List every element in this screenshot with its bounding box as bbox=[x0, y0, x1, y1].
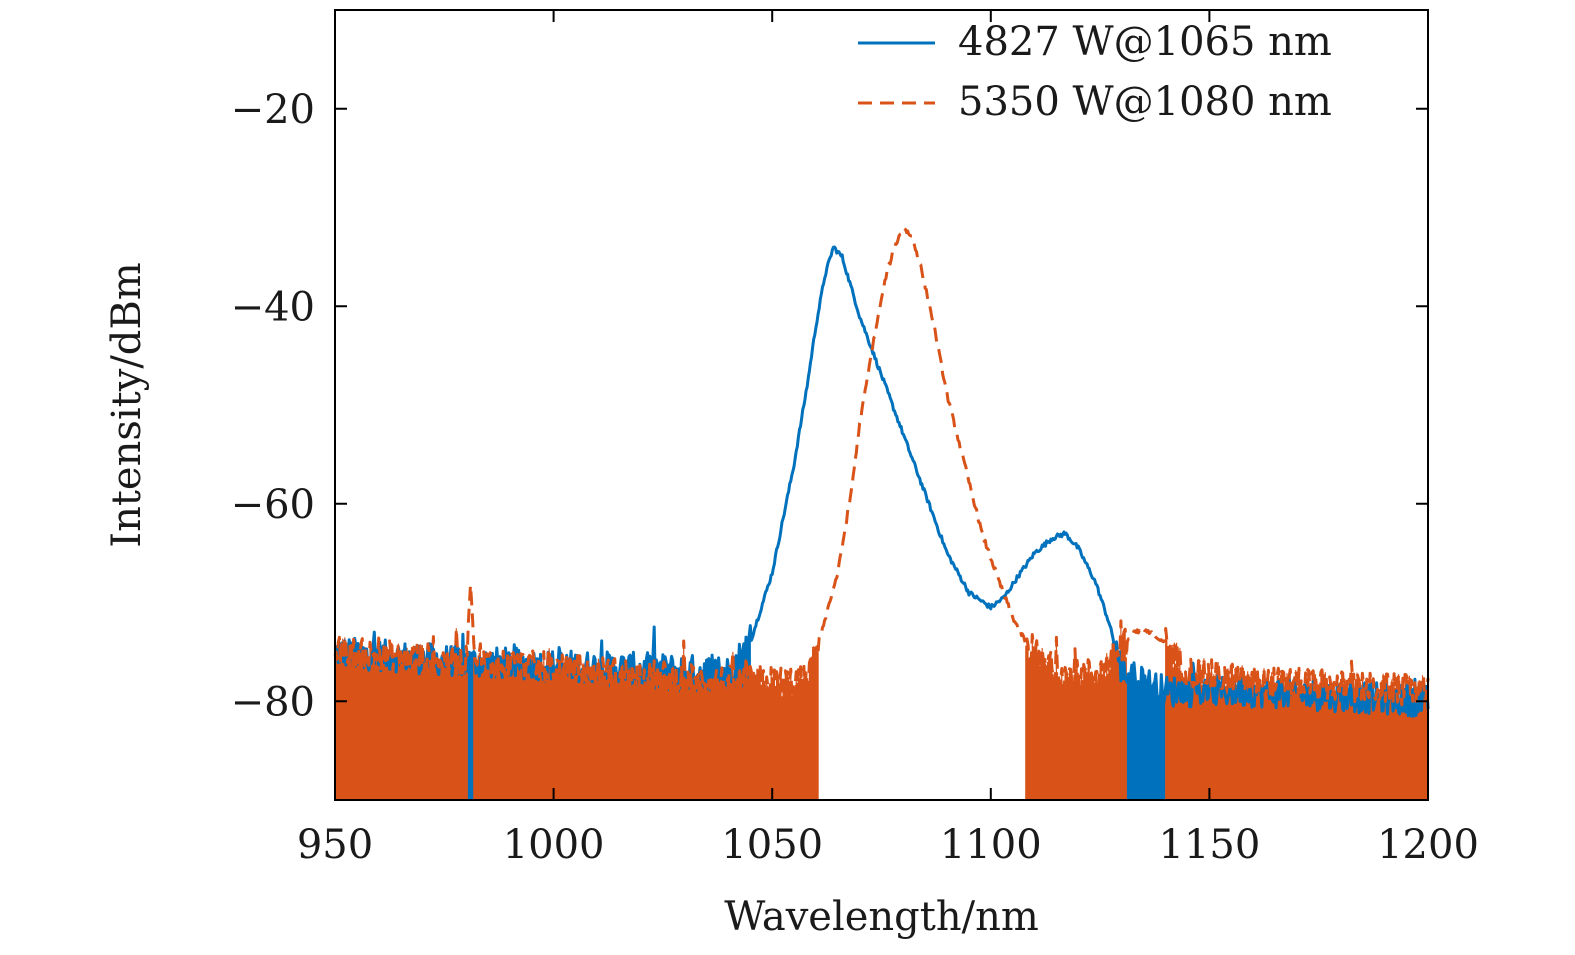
series-2-noise-fill bbox=[334, 620, 1429, 800]
axis-ticks: 950 1000 1050 1100 1150 1200 −20 −40 −60 −80 bbox=[231, 10, 1479, 868]
x-tick-label: 1050 bbox=[721, 822, 823, 868]
x-axis-label: Wavelength/nm bbox=[724, 894, 1039, 940]
y-tick-label: −20 bbox=[231, 87, 315, 133]
x-tick-label: 1200 bbox=[1377, 822, 1479, 868]
x-tick-label: 1150 bbox=[1159, 822, 1261, 868]
noise-fill-layer bbox=[334, 620, 1429, 800]
x-tick-label: 950 bbox=[297, 822, 373, 868]
plot-frame bbox=[334, 9, 1429, 801]
x-tick-label: 1000 bbox=[503, 822, 605, 868]
y-tick-label: −40 bbox=[231, 284, 315, 330]
series-2-line bbox=[333, 226, 1430, 707]
legend: 4827 W@1065 nm 5350 W@1080 nm bbox=[858, 19, 1332, 125]
legend-label-1: 4827 W@1065 nm bbox=[958, 19, 1332, 65]
y-tick-label: −60 bbox=[231, 482, 315, 528]
series-line-layer bbox=[333, 226, 1430, 718]
y-axis-label: Intensity/dBm bbox=[104, 262, 150, 547]
series-1-line bbox=[334, 245, 1430, 718]
x-tick-label: 1100 bbox=[940, 822, 1042, 868]
series-2 bbox=[334, 620, 1429, 800]
y-tick-label: −80 bbox=[231, 679, 315, 725]
legend-label-2: 5350 W@1080 nm bbox=[958, 79, 1332, 125]
